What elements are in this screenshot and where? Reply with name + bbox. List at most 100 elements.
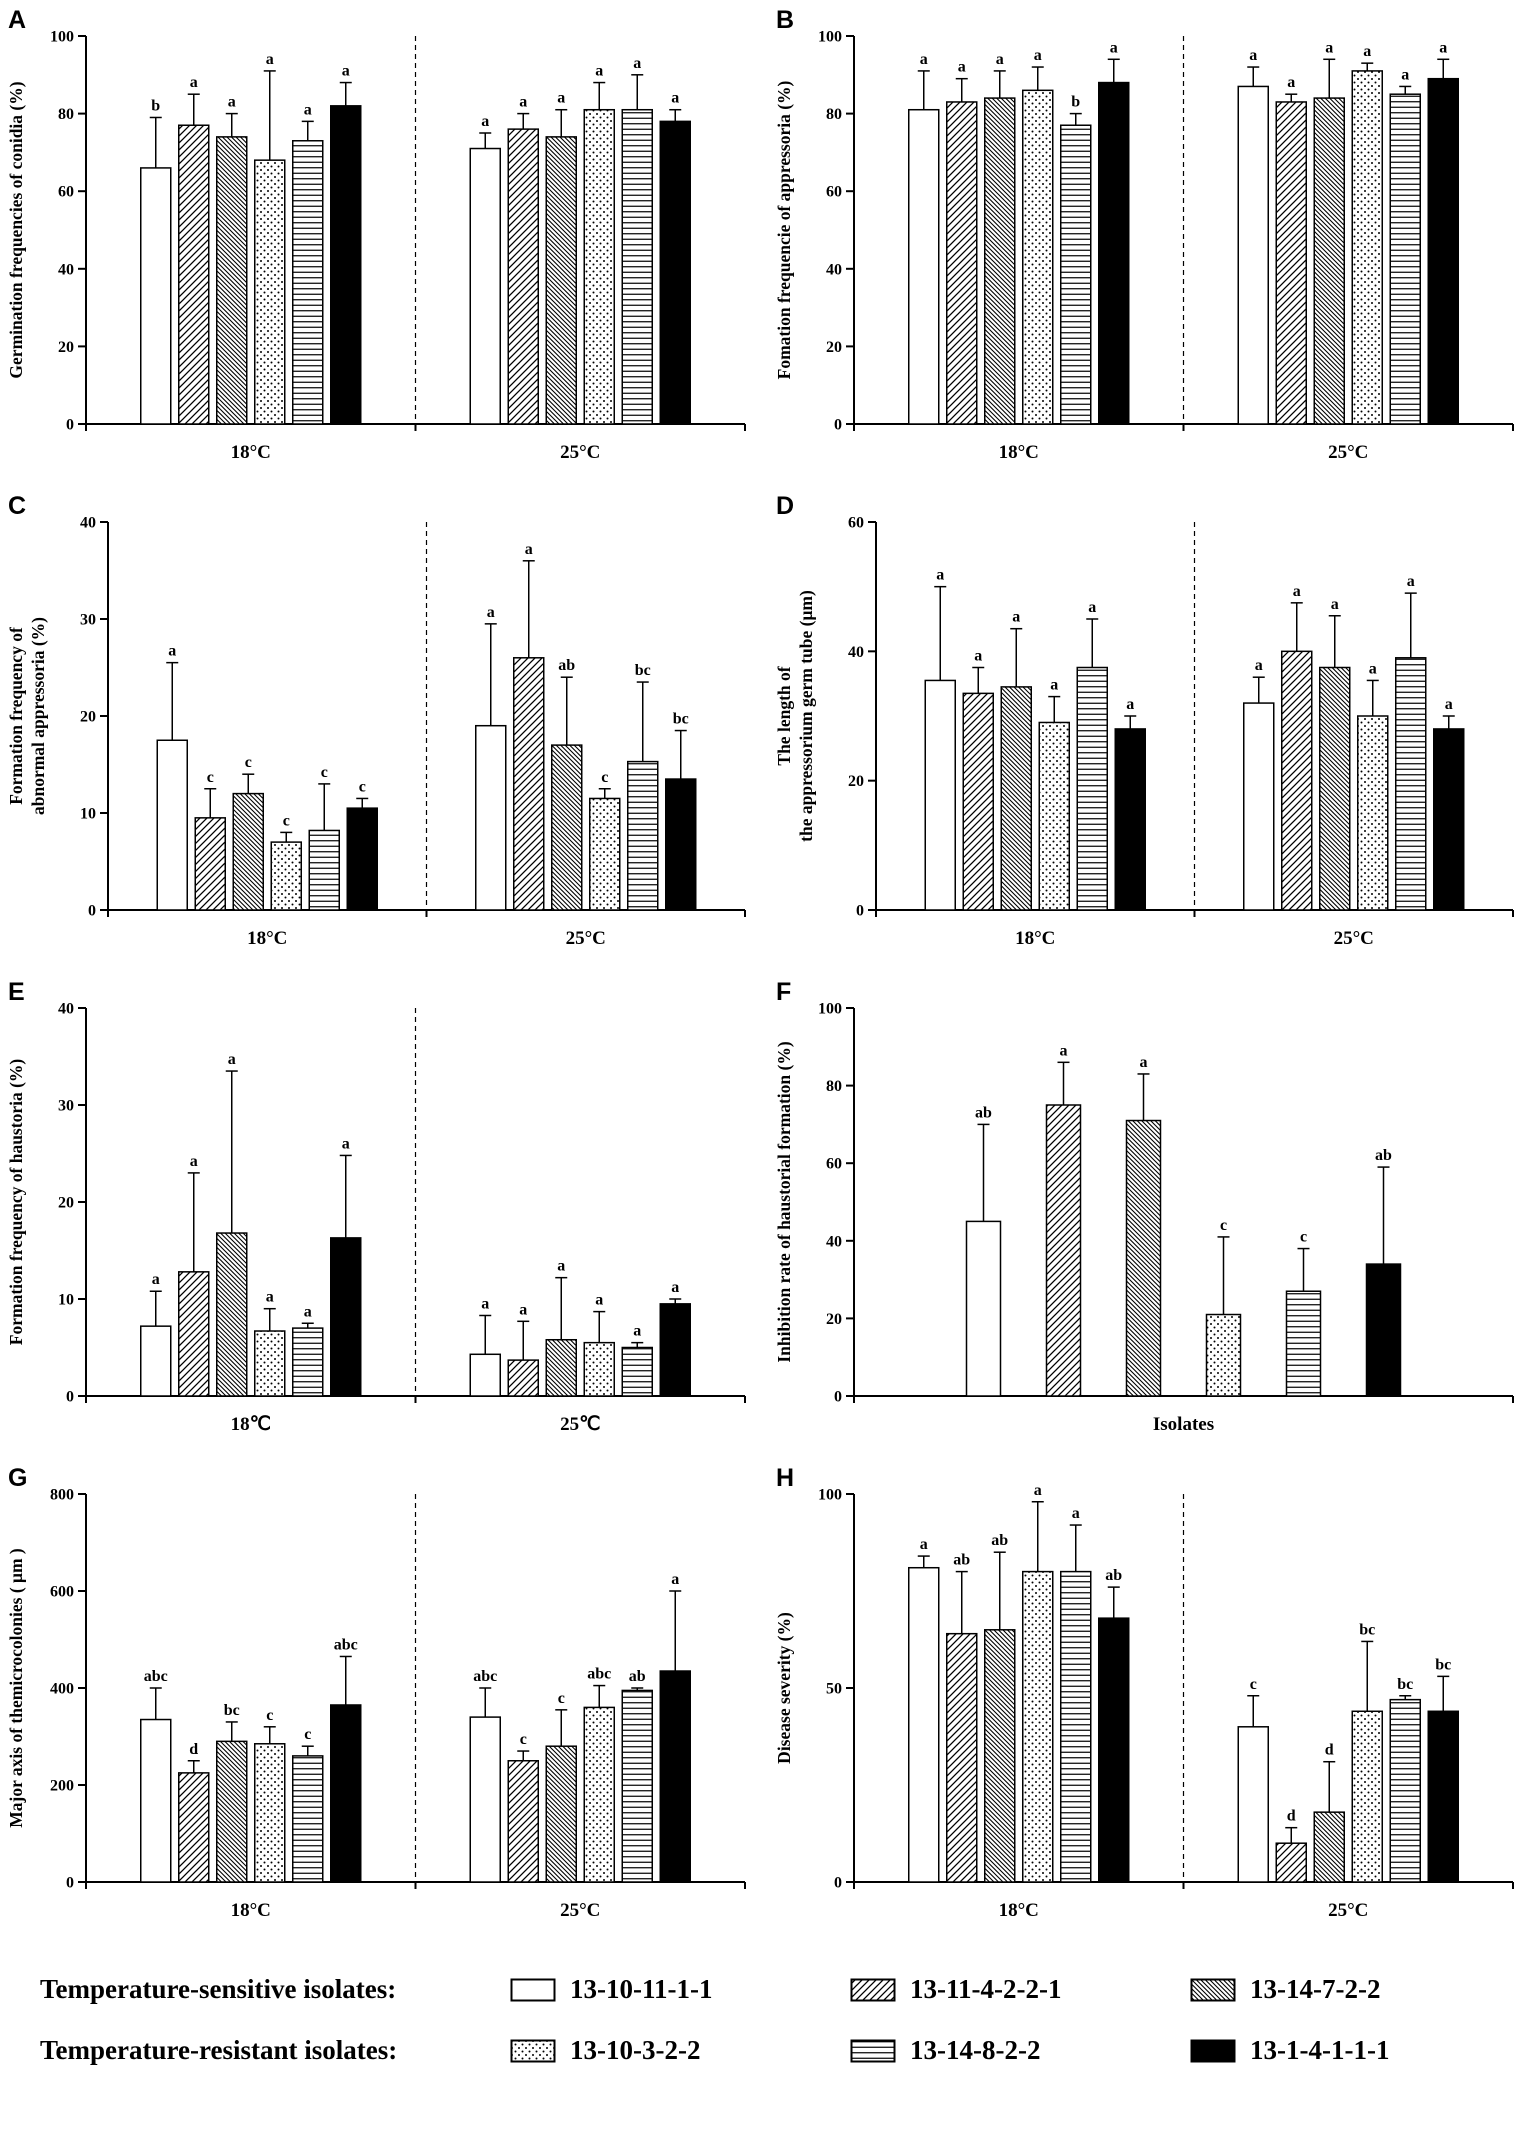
legend-title-sensitive: Temperature-sensitive isolates: [40, 1974, 397, 2004]
sig-label: c [304, 1726, 311, 1743]
sig-label: a [1254, 657, 1262, 674]
sig-label: ab [953, 1552, 970, 1569]
bar [1000, 686, 1032, 911]
sig-label: a [957, 59, 965, 76]
sig-label: a [1368, 660, 1376, 677]
bar [1038, 721, 1070, 911]
sig-label: a [228, 1051, 236, 1068]
bar [232, 792, 264, 911]
panel-D-chart: D 0 20 40 60 The length of the appressorium ge… [774, 492, 1514, 949]
panel-C-chart: C 0 10 20 30 40 Formation frequency of abnormal… [6, 492, 746, 949]
sig-label: a [671, 1279, 679, 1296]
sig-label: a [1330, 596, 1338, 613]
bar [346, 807, 378, 911]
legend-item: 13-14-8-2-2 [850, 2035, 1180, 2066]
sig-label: a [919, 1536, 927, 1553]
sig-label: d [1324, 1742, 1333, 1759]
y-tick-label: 100 [50, 29, 74, 46]
bar [1394, 657, 1426, 911]
sig-label: a [557, 1258, 565, 1275]
bar [140, 1718, 172, 1883]
sig-label: abc [587, 1666, 611, 1683]
bar [621, 108, 653, 425]
sig-label: c [601, 769, 608, 786]
panel-C: C 0 10 20 30 40 Formation frequency of abnormal… [0, 486, 767, 972]
sig-label: c [1249, 1676, 1256, 1693]
y-tick-label: 400 [50, 1681, 74, 1698]
y-tick-label: 40 [826, 1233, 842, 1250]
legend-item: 13-10-3-2-2 [510, 2035, 840, 2066]
y-axis-label: Disease severity (%) [774, 1612, 794, 1764]
bar [1059, 124, 1091, 425]
y-axis-label: Inhibition rate of haustorial formation … [774, 1041, 794, 1362]
bar [469, 1353, 501, 1397]
panel-grid: A 0 20 40 60 80 100 Germination frequencies of … [0, 6, 1514, 1944]
bar [965, 1220, 1001, 1397]
panel-letter: F [776, 978, 791, 1006]
bar [1114, 728, 1146, 911]
sig-label: a [1292, 583, 1300, 600]
sig-label: a [633, 1323, 641, 1340]
sig-label: bc [673, 711, 689, 728]
x-group-label: 25°C [1328, 1900, 1368, 1921]
bar [1021, 1570, 1053, 1883]
y-tick-label: 80 [826, 1078, 842, 1095]
bar [907, 108, 939, 425]
sig-label: a [1363, 43, 1371, 60]
bar [1351, 70, 1383, 425]
panel-G-chart: G 0 200 400 600 800 Major axis of themicrocolo… [6, 1464, 746, 1921]
sig-label: a [481, 113, 489, 130]
y-tick-label: 0 [88, 903, 96, 920]
sig-label: a [1401, 66, 1409, 83]
sig-label: a [671, 90, 679, 107]
sig-label: a [525, 541, 533, 558]
x-group-label: 25°C [1333, 928, 1373, 949]
sig-label: a [1249, 47, 1257, 64]
swatch-hlines-icon [850, 2039, 896, 2062]
sig-label: a [342, 63, 350, 80]
bar [545, 1338, 577, 1397]
y-tick-label: 100 [818, 1487, 842, 1504]
bar [216, 136, 248, 425]
y-tick-label: 40 [58, 1001, 74, 1018]
x-group-label: 25°C [560, 442, 600, 463]
x-group-label: 18°C [998, 1900, 1038, 1921]
sig-label: ab [1105, 1567, 1122, 1584]
y-tick-label: 600 [50, 1584, 74, 1601]
bar [1365, 1263, 1401, 1397]
swatch-diagonal-forward-icon [850, 1978, 896, 2001]
y-axis-label: The length of [774, 666, 794, 765]
sig-label: a [1088, 599, 1096, 616]
y-tick-label: 20 [58, 339, 74, 356]
sig-label: c [1219, 1217, 1226, 1234]
bar [1076, 666, 1108, 911]
bar [469, 147, 501, 425]
legend-title-resistant: Temperature-resistant isolates: [40, 2035, 398, 2065]
bar [1242, 702, 1274, 911]
bar [1097, 1617, 1129, 1883]
y-tick-label: 20 [826, 1311, 842, 1328]
sig-label: ab [1375, 1147, 1392, 1164]
bar [962, 692, 994, 911]
bar [1237, 85, 1269, 425]
bar [1059, 1570, 1091, 1883]
panel-letter: B [776, 6, 794, 34]
y-tick-label: 10 [58, 1292, 74, 1309]
sig-label: c [245, 754, 252, 771]
x-group-label: 18°C [231, 442, 271, 463]
bar [659, 120, 691, 425]
bar [330, 1704, 362, 1883]
sig-label: a [152, 1271, 160, 1288]
bar [945, 1632, 977, 1883]
sig-label: a [481, 1295, 489, 1312]
bar [140, 167, 172, 425]
sig-label: a [936, 567, 944, 584]
legend-row-resistant: Temperature-resistant isolates: 13-10-3-… [40, 2035, 1535, 2066]
bar [1356, 715, 1388, 911]
panel-G: G 0 200 400 600 800 Major axis of themicrocolo… [0, 1458, 767, 1944]
y-tick-label: 60 [58, 184, 74, 201]
bar [945, 101, 977, 425]
sig-label: c [558, 1690, 565, 1707]
y-tick-label: 40 [848, 644, 864, 661]
sig-label: a [557, 90, 565, 107]
